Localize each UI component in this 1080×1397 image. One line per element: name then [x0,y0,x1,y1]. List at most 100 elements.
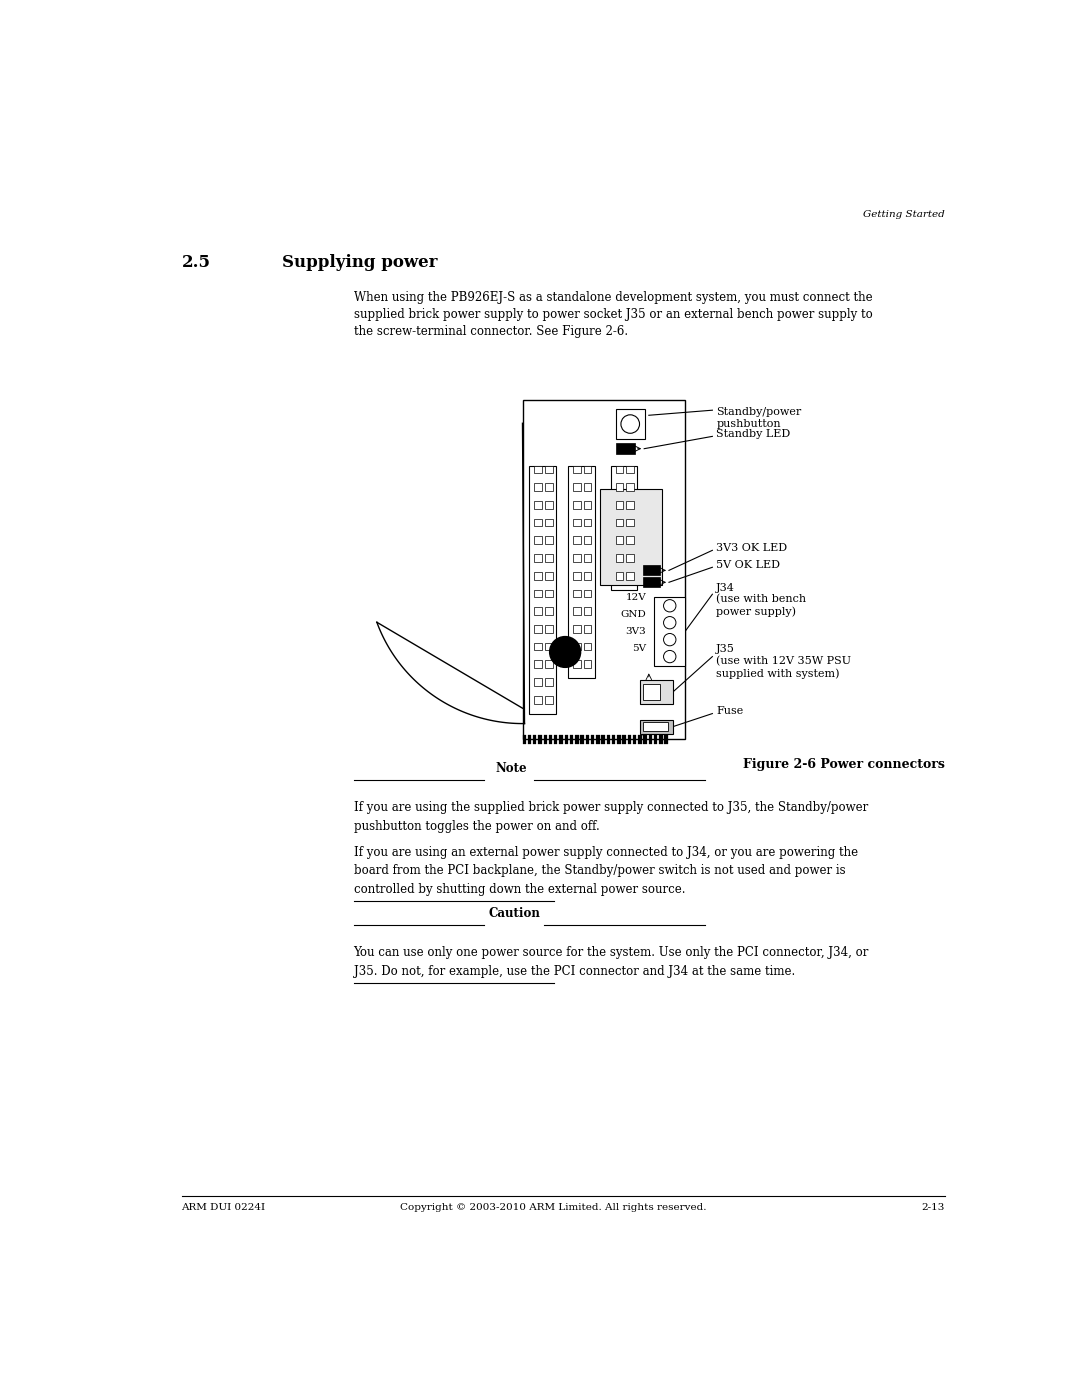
Bar [616,555,623,562]
Bar [626,465,634,474]
Bar [554,735,557,745]
Bar [591,735,594,745]
Bar [607,735,610,745]
Bar [565,735,568,745]
Bar [583,483,592,490]
Bar [572,624,581,633]
Bar [545,555,553,562]
Bar [626,571,634,580]
Text: J34
(use with bench
power supply): J34 (use with bench power supply) [716,583,807,617]
Bar [545,502,553,509]
Bar [585,735,589,745]
Bar [545,536,553,545]
Bar [617,735,621,745]
Bar [535,624,542,633]
Bar [626,555,634,562]
Bar [572,502,581,509]
Bar [583,465,592,474]
Text: You can use only one power source for the system. Use only the PCI connector, J3: You can use only one power source for th… [353,946,869,960]
Text: 3V3: 3V3 [625,627,647,636]
Bar [626,536,634,545]
Bar [538,735,542,745]
Bar [572,590,581,598]
Bar [559,735,563,745]
Bar [572,608,581,615]
Bar [654,735,658,745]
Bar [545,483,553,490]
Bar [611,465,637,590]
Bar [583,643,592,651]
Bar [549,735,552,745]
Bar [535,678,542,686]
Bar [644,722,669,731]
Bar [535,643,542,651]
Bar [535,555,542,562]
Circle shape [550,637,581,668]
Bar [626,518,634,527]
Text: Fuse: Fuse [716,707,743,717]
Bar [570,735,573,745]
Bar [616,518,623,527]
Bar [543,735,546,745]
Text: ARM DUI 0224I: ARM DUI 0224I [181,1203,266,1213]
Text: Figure 2-6 Power connectors: Figure 2-6 Power connectors [743,759,945,771]
Bar [535,696,542,704]
Bar [535,483,542,490]
Bar [535,518,542,527]
Bar [626,502,634,509]
Bar [583,661,592,668]
Bar [659,735,663,745]
Bar [600,489,662,585]
Bar [572,536,581,545]
Text: supplied brick power supply to power socket J35 or an external bench power suppl: supplied brick power supply to power soc… [353,307,873,321]
Bar [643,577,660,587]
Bar [575,735,579,745]
Bar [528,735,531,745]
Bar [545,624,553,633]
Bar [572,571,581,580]
Bar [545,661,553,668]
Bar [596,735,599,745]
Text: 2.5: 2.5 [181,254,211,271]
Bar [535,608,542,615]
Text: Supplying power: Supplying power [282,254,437,271]
Text: Caution: Caution [489,907,541,921]
Bar [529,465,556,714]
Bar [640,719,673,733]
Bar [545,643,553,651]
Bar [583,608,592,615]
Bar [583,502,592,509]
Bar [616,409,645,439]
Bar [535,536,542,545]
Bar [545,518,553,527]
Bar [616,502,623,509]
Text: 12V: 12V [625,592,647,602]
Bar [616,571,623,580]
Text: board from the PCI backplane, the Standby/power switch is not used and power is: board from the PCI backplane, the Standb… [353,865,846,877]
Bar [583,536,592,545]
Bar [545,696,553,704]
Bar [545,590,553,598]
Bar [654,597,685,666]
Text: GND: GND [621,609,647,619]
Bar [535,571,542,580]
Text: Getting Started: Getting Started [863,210,945,219]
Text: the screw-terminal connector. See Figure 2-6.: the screw-terminal connector. See Figure… [353,324,627,338]
Bar [572,518,581,527]
Bar [616,443,635,454]
Bar [568,465,595,678]
Text: If you are using an external power supply connected to J34, or you are powering : If you are using an external power suppl… [353,847,858,859]
Bar [583,518,592,527]
Bar [633,735,636,745]
Bar [643,564,660,576]
Text: If you are using the supplied brick power supply connected to J35, the Standby/p: If you are using the supplied brick powe… [353,802,868,814]
Text: Standby LED: Standby LED [716,429,791,439]
Text: 3V3 OK LED: 3V3 OK LED [716,543,787,553]
Bar [572,661,581,668]
Text: J35. Do not, for example, use the PCI connector and J34 at the same time.: J35. Do not, for example, use the PCI co… [353,964,795,978]
Bar [640,680,673,704]
Text: When using the PB926EJ-S as a standalone development system, you must connect th: When using the PB926EJ-S as a standalone… [353,291,873,303]
Bar [572,483,581,490]
Bar [523,400,685,739]
Bar [616,536,623,545]
